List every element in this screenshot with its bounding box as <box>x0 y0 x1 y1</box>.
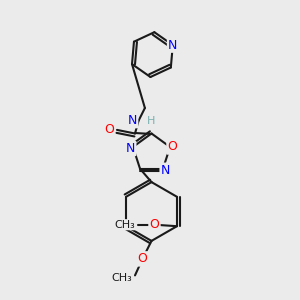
Text: O: O <box>167 140 177 154</box>
Text: H: H <box>147 116 155 126</box>
Text: N: N <box>161 164 170 177</box>
Text: O: O <box>149 218 159 231</box>
Text: CH₃: CH₃ <box>115 220 136 230</box>
Text: CH₃: CH₃ <box>112 273 133 284</box>
Text: O: O <box>138 252 147 266</box>
Text: O: O <box>104 123 114 136</box>
Text: N: N <box>126 142 135 155</box>
Text: N: N <box>168 39 178 52</box>
Text: N: N <box>128 114 137 127</box>
